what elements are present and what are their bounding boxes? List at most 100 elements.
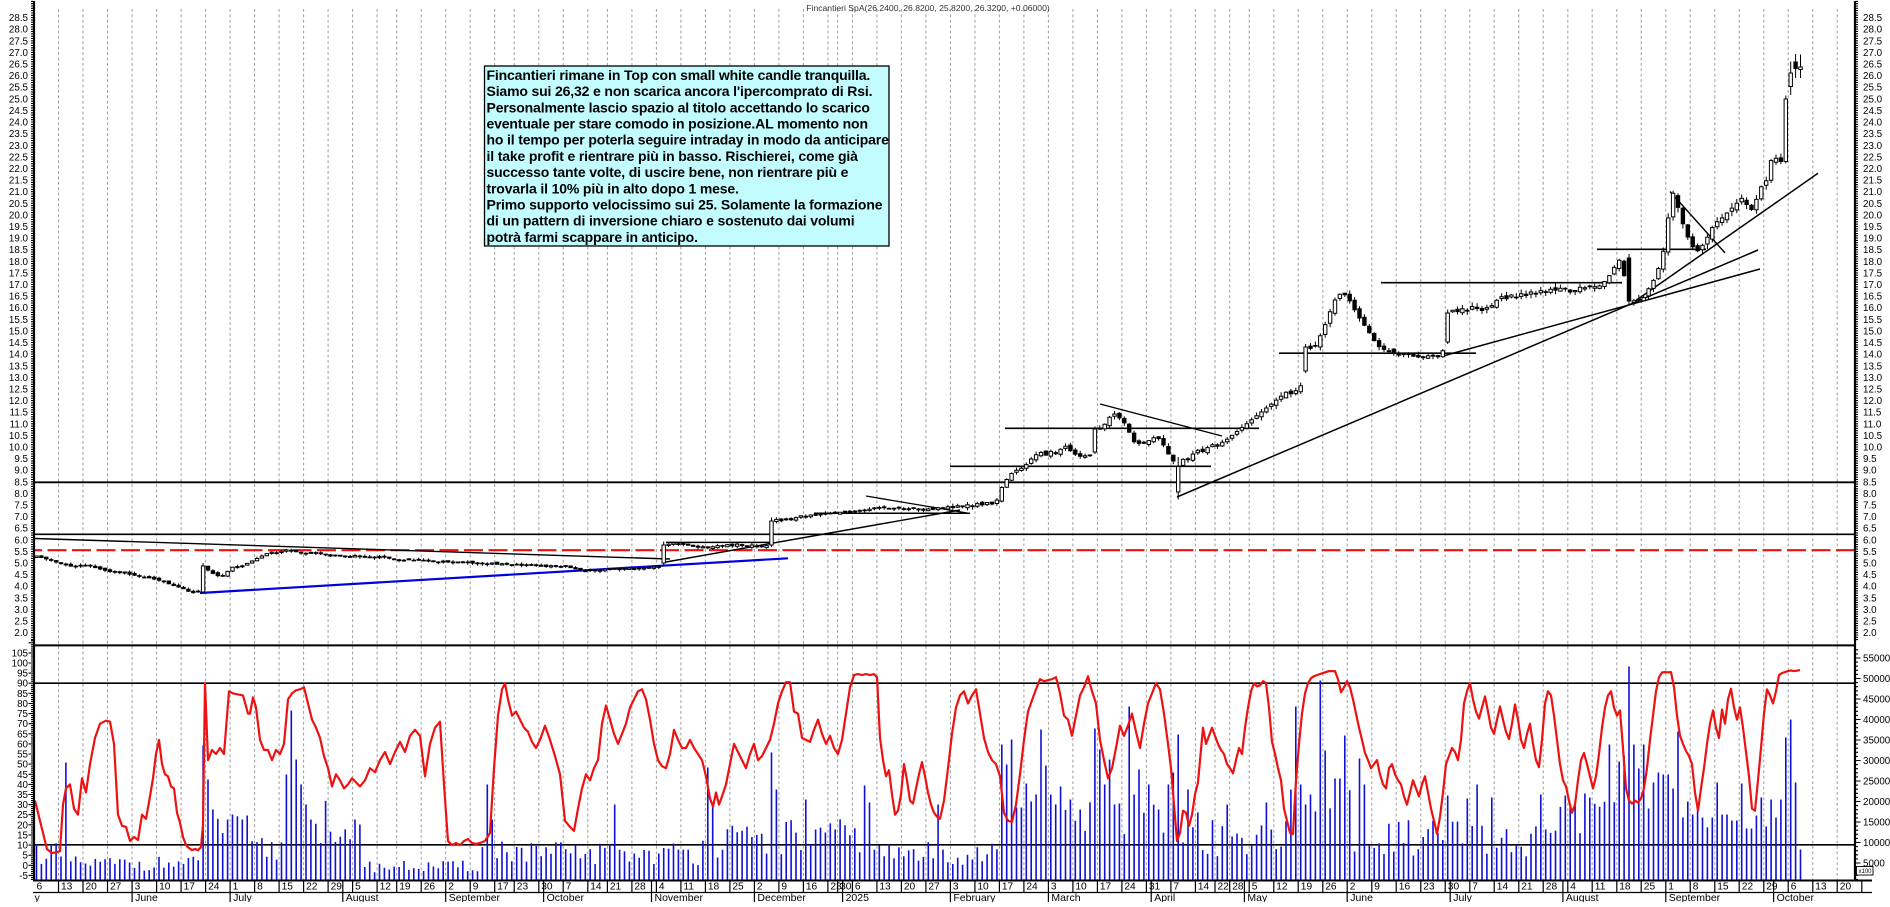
svg-text:2.0: 2.0 (1863, 628, 1877, 639)
svg-text:10000: 10000 (1863, 838, 1890, 849)
svg-text:22.5: 22.5 (1863, 152, 1883, 163)
svg-text:17: 17 (497, 882, 509, 893)
svg-text:September: September (1669, 892, 1721, 902)
svg-text:18.5: 18.5 (1863, 245, 1883, 256)
svg-text:4.5: 4.5 (14, 570, 28, 581)
svg-text:45: 45 (17, 770, 28, 781)
svg-text:June: June (1350, 892, 1373, 902)
svg-text:40: 40 (17, 780, 28, 791)
svg-text:2: 2 (757, 882, 763, 893)
svg-text:9: 9 (781, 882, 787, 893)
svg-text:20: 20 (17, 820, 28, 831)
svg-text:17.5: 17.5 (9, 268, 29, 279)
svg-text:35: 35 (17, 790, 28, 801)
svg-text:19.0: 19.0 (1863, 234, 1883, 245)
svg-text:22: 22 (306, 882, 318, 893)
svg-text:27: 27 (928, 882, 940, 893)
svg-text:9: 9 (473, 882, 479, 893)
svg-text:17.0: 17.0 (9, 280, 29, 291)
svg-text:5: 5 (355, 882, 361, 893)
svg-text:22: 22 (1218, 882, 1230, 893)
svg-text:trovarla il 10% più in alto d: trovarla il 10% più in alto dopo 1 mese. (487, 180, 739, 196)
svg-text:April: April (1154, 892, 1175, 902)
svg-text:21.0: 21.0 (9, 187, 29, 198)
svg-text:18.0: 18.0 (9, 257, 29, 268)
svg-text:25: 25 (732, 882, 744, 893)
svg-text:10.0: 10.0 (9, 443, 29, 454)
svg-text:6.0: 6.0 (14, 535, 28, 546)
svg-text:26: 26 (1325, 882, 1337, 893)
svg-text:15000: 15000 (1863, 818, 1890, 829)
svg-text:11: 11 (1595, 882, 1606, 893)
svg-text:4: 4 (659, 882, 665, 893)
svg-text:July: July (1453, 892, 1472, 902)
svg-text:8.0: 8.0 (14, 489, 28, 500)
svg-text:17: 17 (1002, 882, 1014, 893)
svg-text:13.0: 13.0 (1863, 373, 1883, 384)
svg-text:6.5: 6.5 (14, 524, 28, 535)
svg-text:6.5: 6.5 (1863, 524, 1877, 535)
svg-text:15.5: 15.5 (9, 315, 29, 326)
svg-text:30: 30 (17, 800, 28, 811)
svg-text:20.5: 20.5 (9, 199, 29, 210)
svg-text:October: October (547, 892, 585, 902)
svg-text:5.5: 5.5 (14, 547, 28, 558)
svg-text:Primo supporto velocissimo sui: Primo supporto velocissimo sui 25. Solam… (487, 197, 883, 213)
svg-text:27.0: 27.0 (1863, 48, 1883, 59)
svg-text:12.0: 12.0 (1863, 396, 1883, 407)
svg-text:25: 25 (17, 810, 28, 821)
svg-text:40000: 40000 (1863, 715, 1890, 726)
svg-text:August: August (1566, 892, 1599, 902)
svg-text:1: 1 (233, 882, 239, 893)
svg-text:31: 31 (1149, 882, 1161, 893)
svg-text:25.5: 25.5 (1863, 83, 1883, 94)
svg-text:23.0: 23.0 (9, 141, 29, 152)
svg-text:2.5: 2.5 (14, 617, 28, 628)
svg-text:30000: 30000 (1863, 756, 1890, 767)
svg-text:5: 5 (23, 851, 29, 862)
svg-text:3: 3 (953, 882, 959, 893)
svg-text:25: 25 (1644, 882, 1656, 893)
svg-text:6.0: 6.0 (1863, 535, 1877, 546)
svg-text:24: 24 (1124, 882, 1136, 893)
svg-text:50000: 50000 (1863, 674, 1890, 685)
svg-text:24.0: 24.0 (9, 118, 29, 129)
svg-text:13.5: 13.5 (1863, 361, 1883, 372)
svg-text:1: 1 (1668, 882, 1674, 893)
svg-text:20.5: 20.5 (1863, 199, 1883, 210)
svg-text:27: 27 (110, 882, 122, 893)
svg-text:10.0: 10.0 (1863, 443, 1883, 454)
svg-text:26.5: 26.5 (9, 60, 29, 71)
svg-text:15.5: 15.5 (1863, 315, 1883, 326)
svg-text:5.0: 5.0 (1863, 559, 1877, 570)
svg-text:2.5: 2.5 (1863, 617, 1877, 628)
svg-text:28.5: 28.5 (1863, 13, 1883, 24)
svg-text:12.5: 12.5 (1863, 385, 1883, 396)
svg-text:15: 15 (282, 882, 294, 893)
svg-text:29: 29 (1766, 882, 1778, 893)
svg-text:28.0: 28.0 (1863, 25, 1883, 36)
svg-text:2.0: 2.0 (14, 628, 28, 639)
svg-text:Fincantieri SpA(26.2400, 26.82: Fincantieri SpA(26.2400, 26.8200, 25.820… (806, 3, 1050, 13)
svg-text:28: 28 (634, 882, 646, 893)
svg-text:12.0: 12.0 (9, 396, 29, 407)
svg-text:14.0: 14.0 (9, 350, 29, 361)
svg-text:23.5: 23.5 (1863, 129, 1883, 140)
svg-text:25.0: 25.0 (1863, 94, 1883, 105)
svg-text:100: 100 (12, 659, 29, 670)
svg-text:15.0: 15.0 (1863, 326, 1883, 337)
svg-text:25.0: 25.0 (9, 94, 29, 105)
svg-text:21.0: 21.0 (1863, 187, 1883, 198)
svg-text:20.0: 20.0 (1863, 210, 1883, 221)
svg-text:8.5: 8.5 (1863, 477, 1877, 488)
svg-text:10: 10 (17, 841, 28, 852)
svg-text:14.5: 14.5 (9, 338, 29, 349)
svg-text:14: 14 (1497, 882, 1509, 893)
svg-text:13: 13 (1815, 882, 1827, 893)
svg-text:20: 20 (1840, 882, 1852, 893)
svg-text:20000: 20000 (1863, 797, 1890, 808)
svg-text:9.0: 9.0 (14, 466, 28, 477)
svg-text:3: 3 (135, 882, 141, 893)
svg-text:2025: 2025 (846, 892, 870, 902)
svg-text:70: 70 (17, 719, 28, 730)
